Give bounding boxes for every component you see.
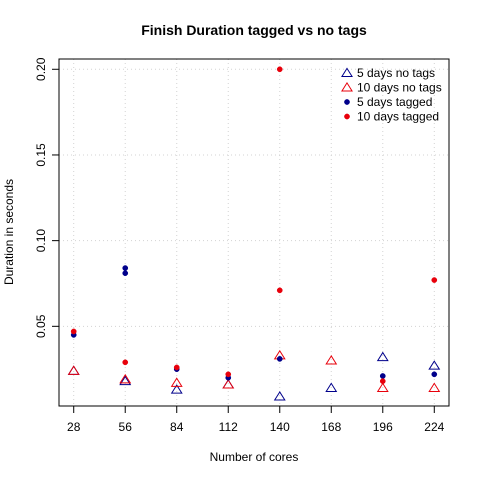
point-10-days-tagged [276,287,283,294]
y-tick-label: 0.20 [34,57,48,81]
point-10-days-no-tags [428,382,441,392]
x-tick-label: 56 [119,420,133,434]
legend-marker [341,67,353,77]
point-5-days-no-tags [376,351,389,362]
point-5-days-no-tags [222,379,235,389]
point-10-days-tagged [173,364,180,371]
x-tick-label: 84 [170,420,184,434]
point-10-days-tagged [431,277,438,283]
point-5-days-tagged [122,270,129,277]
point-10-days-tagged [122,359,129,366]
point-5-days-no-tags [325,382,338,392]
point-5-days-no-tags [428,360,441,370]
y-tick-label: 0.10 [34,229,48,253]
point-10-days-tagged [70,328,77,335]
point-10-days-tagged [276,66,283,73]
point-10-days-tagged [225,371,232,378]
x-axis-label: Number of cores [210,450,299,464]
legend-marker [344,113,350,120]
point-5-days-no-tags [273,391,286,401]
point-5-days-tagged [379,373,386,379]
x-tick-label: 112 [219,420,238,434]
x-tick-label: 168 [321,420,341,434]
point-5-days-tagged [122,265,129,271]
y-tick-label: 0.05 [34,314,48,338]
point-5-days-no-tags [119,375,132,386]
x-axis: 28 56 84 112 140 168 196 224 [67,405,445,434]
legend-label: 5 days no tags [357,66,435,80]
point-10-days-no-tags [222,379,235,389]
point-10-days-no-tags [119,373,132,384]
grid [59,59,449,406]
point-5-days-no-tags [170,384,183,394]
point-10-days-no-tags [325,355,338,365]
x-tick-label: 224 [424,420,444,434]
point-10-days-no-tags [170,377,183,387]
chart-title: Finish Duration tagged vs no tags [141,22,367,38]
point-5-days-tagged [431,371,438,378]
data-points [67,66,441,401]
y-tick-label: 0.15 [34,143,48,167]
point-10-days-no-tags [376,382,389,392]
point-5-days-tagged [276,356,283,362]
point-10-days-tagged [379,378,386,385]
legend-marker [341,81,353,92]
y-axis-label: Duration in seconds [2,179,16,285]
x-tick-label: 196 [373,420,393,434]
x-tick-label: 140 [270,420,290,434]
legend-label: 10 days tagged [357,110,439,124]
legend-label: 10 days no tags [357,81,442,95]
point-10-days-no-tags [67,365,80,375]
legend-label: 5 days tagged [357,95,432,109]
y-axis: 0.05 0.10 0.15 0.20 [34,57,60,338]
legend-marker [344,99,350,105]
x-tick-label: 28 [67,420,81,434]
